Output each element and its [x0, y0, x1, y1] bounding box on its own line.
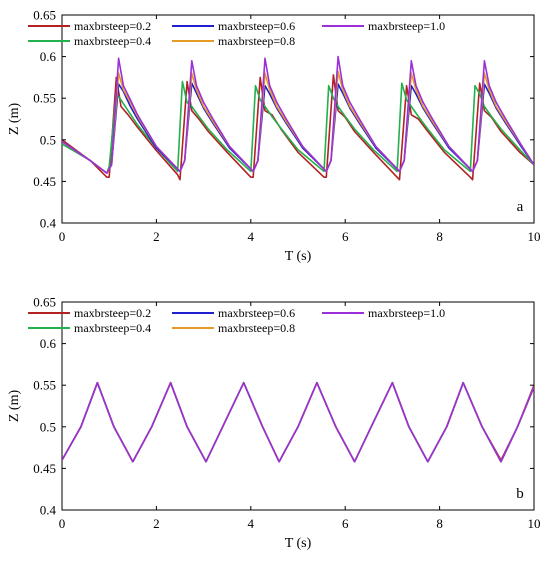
series-group-a	[62, 55, 534, 181]
series-line-a-0	[62, 74, 534, 181]
legend-label-a-1: maxbrsteep=0.4	[74, 34, 151, 48]
y-tick-label-a-5: 0.65	[33, 8, 56, 23]
x-tick-label-b-4: 8	[436, 516, 443, 531]
legend-label-b-2: maxbrsteep=0.6	[218, 306, 295, 320]
x-tick-label-b-3: 6	[342, 516, 349, 531]
x-tick-label-a-5: 10	[528, 229, 541, 244]
y-tick-label-b-2: 0.5	[40, 419, 56, 434]
legend-a: maxbrsteep=0.2 maxbrsteep=0.6 maxbrsteep=1…	[28, 19, 445, 48]
y-tick-label-b-0: 0.4	[40, 503, 57, 518]
x-tick-label-a-4: 8	[436, 229, 443, 244]
series-line-b-4	[62, 381, 534, 463]
x-tick-label-b-1: 2	[153, 516, 160, 531]
y-tick-label-a-4: 0.6	[40, 49, 57, 64]
panel-label-b: b	[516, 486, 524, 502]
legend-label-b-3: maxbrsteep=0.8	[218, 321, 295, 335]
panel-b: 0 2 4 6 8 10 0.4 0.45 0.5 0.55 0.6 0.65 T (s) Z (m) b m…	[7, 295, 541, 552]
x-tick-label-b-2: 4	[248, 516, 255, 531]
legend-label-b-4: maxbrsteep=1.0	[368, 306, 445, 320]
legend-label-a-0: maxbrsteep=0.2	[74, 19, 151, 33]
x-tick-label-b-0: 0	[59, 516, 66, 531]
y-axis-title-b: Z (m)	[7, 390, 22, 423]
series-line-a-1	[62, 80, 534, 174]
legend-b: maxbrsteep=0.2 maxbrsteep=0.6 maxbrsteep=1…	[28, 306, 445, 335]
x-axis-title-a: T (s)	[285, 249, 312, 264]
y-tick-label-b-1: 0.45	[33, 461, 56, 476]
y-tick-label-b-3: 0.55	[33, 378, 56, 393]
series-line-a-4	[62, 55, 534, 174]
legend-label-a-2: maxbrsteep=0.6	[218, 19, 295, 33]
legend-label-a-4: maxbrsteep=1.0	[368, 19, 445, 33]
panel-a: 0 2 4 6 8 10 0.4 0.45 0.5 0.55 0.6 0.65 T (s) Z (m) a m…	[7, 8, 541, 265]
y-tick-label-a-0: 0.4	[40, 216, 57, 231]
x-axis-title-b: T (s)	[285, 536, 312, 551]
x-tick-label-a-2: 4	[248, 229, 255, 244]
y-tick-label-b-4: 0.6	[40, 336, 57, 351]
y-tick-label-a-3: 0.55	[33, 91, 56, 106]
y-tick-label-a-1: 0.45	[33, 174, 56, 189]
legend-label-a-3: maxbrsteep=0.8	[218, 34, 295, 48]
legend-label-b-0: maxbrsteep=0.2	[74, 306, 151, 320]
series-group-b	[62, 381, 534, 463]
x-tick-label-a-1: 2	[153, 229, 160, 244]
y-tick-label-b-5: 0.65	[33, 295, 56, 310]
y-axis-title-a: Z (m)	[7, 103, 22, 136]
x-tick-label-a-0: 0	[59, 229, 66, 244]
y-tick-label-a-2: 0.5	[40, 132, 56, 147]
panel-label-a: a	[517, 199, 524, 215]
x-tick-label-a-3: 6	[342, 229, 349, 244]
x-tick-label-b-5: 10	[528, 516, 541, 531]
legend-label-b-1: maxbrsteep=0.4	[74, 321, 151, 335]
